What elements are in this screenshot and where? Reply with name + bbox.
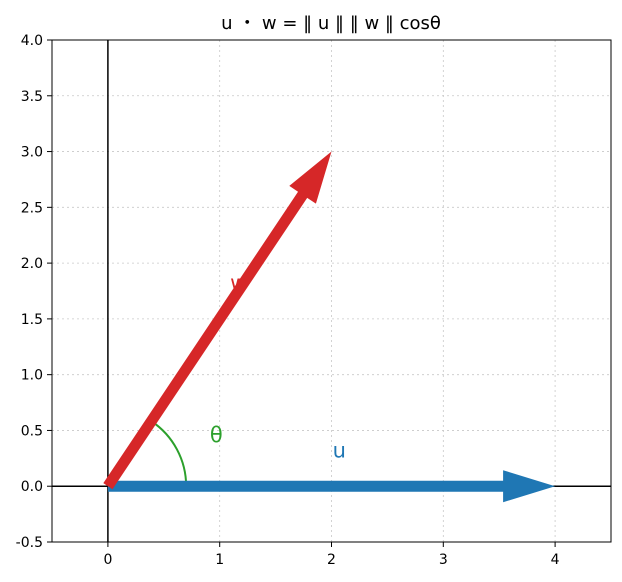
x-tick-label-2: 2 — [327, 552, 336, 568]
x-tick-label-1: 1 — [215, 552, 224, 568]
y-axis-ticks: -0.5 0.0 0.5 1.0 1.5 2.0 2.5 3.0 3.5 4.0 — [16, 33, 52, 551]
x-tick-label-0: 0 — [103, 552, 112, 568]
y-tick-label-1: 0.0 — [21, 479, 43, 495]
y-tick-label-0: -0.5 — [16, 535, 43, 551]
annotation-label-1: w — [230, 271, 247, 295]
grid — [52, 39, 611, 543]
annotations: u w θ — [210, 271, 346, 462]
vector-u-arrow — [107, 470, 556, 503]
y-tick-label-9: 4.0 — [21, 33, 43, 49]
angle-arc — [150, 420, 188, 487]
annotation-label-2: θ — [210, 423, 223, 447]
y-tick-label-6: 2.5 — [21, 200, 43, 216]
y-tick-label-5: 2.0 — [21, 256, 43, 272]
vector-w-arrow — [103, 151, 332, 490]
y-tick-label-7: 3.0 — [21, 145, 43, 161]
y-tick-label-4: 1.5 — [21, 312, 43, 328]
y-tick-label-2: 0.5 — [21, 423, 43, 439]
annotation-label-0: u — [333, 439, 346, 463]
x-axis-ticks: 0 1 2 3 4 — [103, 542, 560, 568]
x-tick-label-4: 4 — [551, 552, 560, 568]
y-tick-label-8: 3.5 — [21, 89, 43, 105]
x-tick-label-3: 3 — [439, 552, 448, 568]
angle-arc-layer — [150, 420, 188, 487]
y-tick-label-3: 1.0 — [21, 368, 43, 384]
chart-title: u ・ w = ‖ u ‖ ‖ w ‖ cosθ — [221, 13, 441, 34]
vectors — [103, 151, 556, 503]
